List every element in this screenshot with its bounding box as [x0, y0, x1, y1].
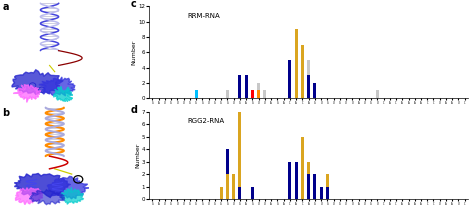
Bar [313, 83, 316, 98]
Polygon shape [47, 176, 89, 199]
Bar [307, 162, 310, 174]
Bar [288, 162, 292, 199]
Bar [326, 187, 329, 199]
Bar [326, 174, 329, 187]
Bar [301, 45, 304, 98]
Text: RRM-RNA: RRM-RNA [188, 13, 220, 19]
Bar [232, 174, 235, 199]
Text: b: b [3, 108, 10, 118]
Bar [294, 162, 298, 199]
Bar [226, 174, 229, 199]
Bar [313, 174, 316, 199]
Text: a: a [3, 2, 9, 12]
Polygon shape [29, 190, 65, 205]
Bar [319, 187, 323, 199]
Text: RGG2-RNA: RGG2-RNA [188, 118, 225, 124]
Bar [238, 112, 241, 187]
Bar [301, 137, 304, 199]
Bar [238, 187, 241, 199]
Bar [257, 83, 260, 91]
Y-axis label: Number: Number [132, 39, 137, 65]
Bar [263, 91, 266, 98]
Bar [238, 75, 241, 98]
Polygon shape [53, 87, 73, 101]
Bar [307, 174, 310, 199]
Bar [219, 187, 223, 199]
Bar [226, 149, 229, 174]
Text: d: d [130, 105, 137, 115]
Bar [307, 60, 310, 75]
Bar [251, 187, 254, 199]
Bar [257, 91, 260, 98]
Polygon shape [60, 187, 83, 204]
Bar [251, 91, 254, 98]
Bar [376, 91, 379, 98]
Text: c: c [130, 0, 136, 9]
Bar [307, 75, 310, 98]
Polygon shape [12, 70, 63, 95]
Bar [195, 91, 198, 98]
Bar [245, 75, 248, 98]
Bar [226, 91, 229, 98]
Bar [288, 60, 292, 98]
Polygon shape [14, 173, 71, 197]
Polygon shape [13, 85, 41, 102]
Bar [294, 29, 298, 98]
Polygon shape [39, 77, 75, 96]
Y-axis label: Number: Number [135, 143, 140, 168]
Polygon shape [16, 188, 43, 205]
